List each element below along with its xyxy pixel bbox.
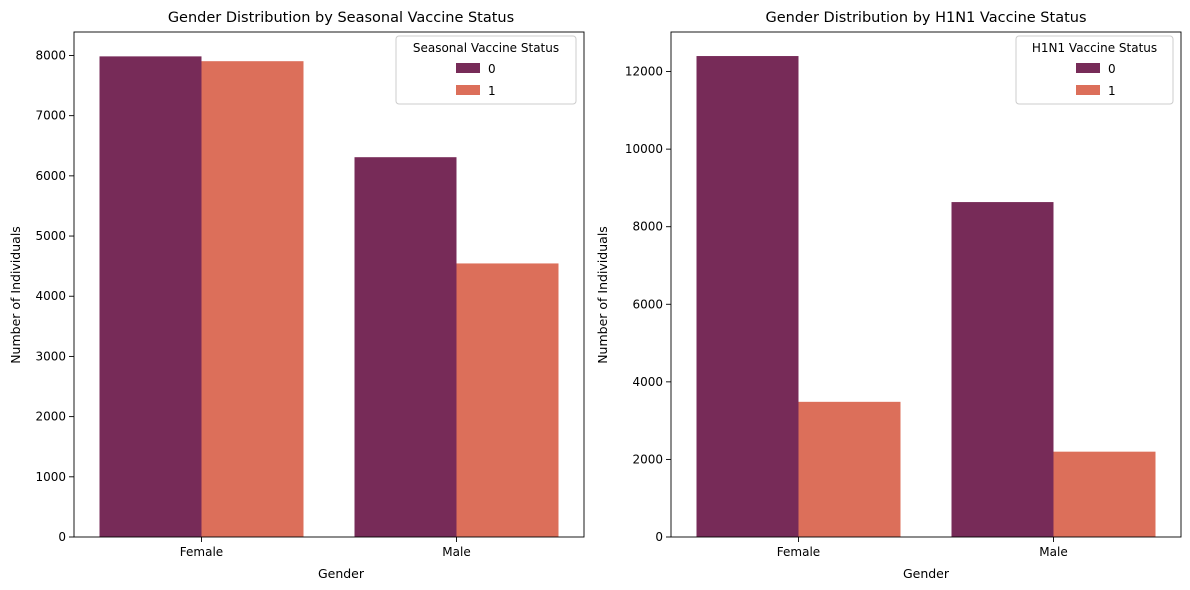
- h1n1-vaccine-chart: Gender Distribution by H1N1 Vaccine Stat…: [595, 10, 1182, 581]
- bar-male-status-1: [1053, 451, 1156, 537]
- y-tick-label: 2000: [632, 452, 663, 466]
- x-tick-label: Female: [180, 545, 223, 559]
- bar-female-status-1: [201, 61, 304, 537]
- x-axis-label: Gender: [903, 566, 950, 581]
- y-tick-label: 0: [58, 530, 66, 544]
- x-tick-label: Female: [777, 545, 820, 559]
- legend-swatch: [456, 63, 480, 73]
- seasonal-vaccine-chart: Gender Distribution by Seasonal Vaccine …: [8, 10, 585, 581]
- legend-box: [395, 35, 577, 105]
- y-tick-label: 6000: [35, 169, 66, 183]
- y-tick-label: 7000: [35, 109, 66, 123]
- legend-swatch: [456, 85, 480, 95]
- y-tick-label: 8000: [632, 220, 663, 234]
- legend-label: 1: [488, 84, 496, 98]
- y-tick-label: 3000: [35, 349, 66, 363]
- chart-title: Gender Distribution by H1N1 Vaccine Stat…: [765, 10, 1086, 26]
- bar-male-status-0: [354, 157, 457, 537]
- y-tick-label: 2000: [35, 410, 66, 424]
- y-axis-label: Number of Individuals: [595, 226, 610, 364]
- bar-female-status-0: [696, 56, 799, 538]
- chart-title: Gender Distribution by Seasonal Vaccine …: [168, 10, 514, 26]
- y-tick-label: 1000: [35, 470, 66, 484]
- y-tick-label: 5000: [35, 229, 66, 243]
- y-tick-label: 4000: [632, 375, 663, 389]
- y-tick-label: 0: [655, 530, 663, 544]
- y-tick-label: 12000: [625, 65, 663, 79]
- y-tick-label: 4000: [35, 289, 66, 303]
- legend-label: 0: [488, 62, 496, 76]
- legend-title: H1N1 Vaccine Status: [1032, 41, 1157, 55]
- y-tick-label: 8000: [35, 48, 66, 62]
- legend-title: Seasonal Vaccine Status: [413, 41, 559, 55]
- x-tick-label: Male: [442, 545, 470, 559]
- bar-male-status-0: [951, 202, 1054, 537]
- bar-female-status-0: [99, 56, 202, 538]
- y-tick-label: 6000: [632, 297, 663, 311]
- x-tick-label: Male: [1039, 545, 1067, 559]
- legend-label: 0: [1108, 62, 1116, 76]
- y-axis-label: Number of Individuals: [8, 226, 23, 364]
- bar-male-status-1: [456, 263, 559, 537]
- plot-frame: [670, 31, 1182, 538]
- legend-swatch: [1076, 63, 1100, 73]
- y-tick-label: 10000: [625, 142, 663, 156]
- legend-swatch: [1076, 85, 1100, 95]
- x-axis-label: Gender: [318, 566, 365, 581]
- legend-label: 1: [1108, 84, 1116, 98]
- bar-female-status-1: [798, 401, 901, 537]
- plot-frame: [73, 31, 585, 538]
